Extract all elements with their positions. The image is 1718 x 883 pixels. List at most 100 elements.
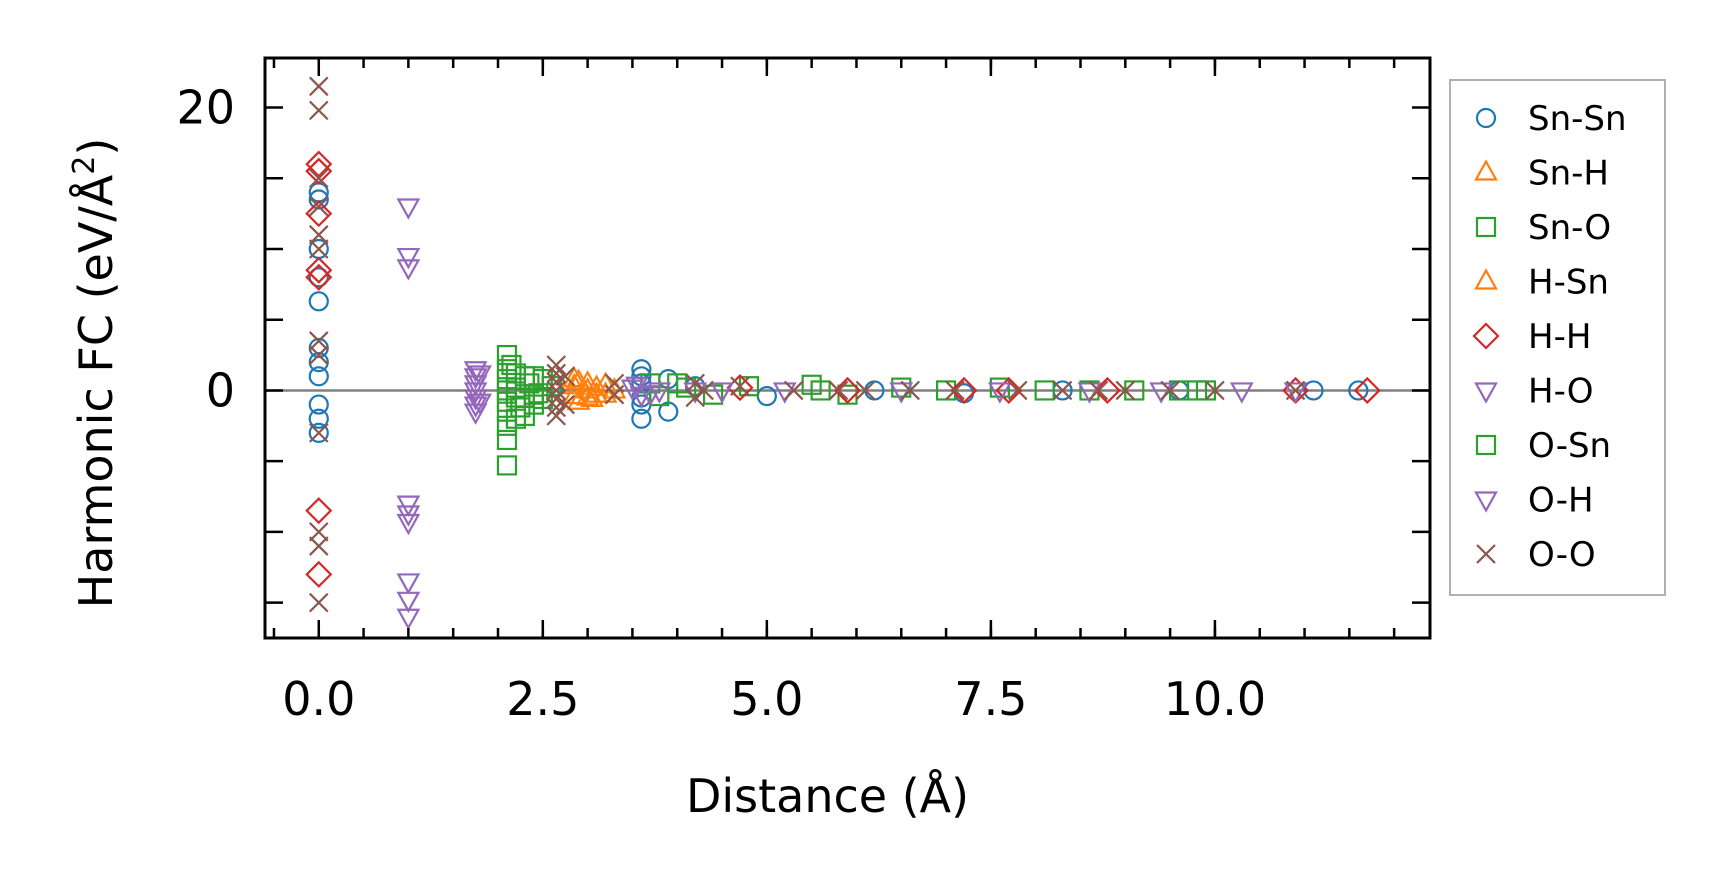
data-point — [631, 408, 652, 429]
data-point — [546, 389, 567, 409]
ticks — [265, 58, 1430, 638]
data-point — [463, 368, 488, 390]
series-o-sn — [501, 354, 831, 418]
data-point — [308, 345, 329, 365]
data-point — [995, 376, 1023, 404]
data-point — [528, 383, 549, 404]
data-point — [950, 376, 978, 404]
data-point — [510, 397, 531, 418]
data-point — [676, 377, 697, 398]
data-point — [505, 377, 527, 398]
plot-frame — [263, 56, 1432, 640]
series-sn-o — [496, 344, 1217, 476]
legend-marker — [1474, 491, 1498, 513]
data-point — [638, 385, 663, 407]
data-point — [555, 394, 575, 415]
data-point — [546, 372, 567, 392]
data-point — [468, 365, 492, 387]
data-point — [396, 247, 421, 270]
legend-marker — [1476, 544, 1496, 564]
data-point — [305, 497, 333, 525]
legend-label: Sn-O — [1528, 208, 1611, 248]
data-point — [308, 366, 329, 387]
legend-marker — [1474, 268, 1498, 290]
data-point — [305, 200, 333, 228]
data-point — [562, 372, 587, 395]
x-tick-label: 10.0 — [1164, 672, 1266, 726]
x-tick-label: 7.5 — [954, 672, 1027, 726]
data-point — [308, 592, 329, 613]
data-point — [1088, 380, 1109, 401]
data-point — [463, 382, 488, 404]
data-point — [855, 380, 876, 401]
data-point — [308, 76, 329, 97]
data-point — [828, 380, 849, 401]
data-point — [308, 291, 329, 312]
data-point — [945, 380, 965, 401]
data-point — [685, 387, 705, 408]
data-point — [1353, 376, 1381, 404]
data-point — [308, 100, 329, 121]
data-point — [833, 376, 862, 404]
data-point — [305, 150, 333, 178]
x-axis-label: Distance (Å) — [686, 769, 969, 823]
data-point — [730, 376, 750, 396]
data-point — [396, 608, 421, 631]
data-point — [308, 225, 329, 245]
legend-marker — [1475, 107, 1497, 129]
series-h-o — [396, 198, 1308, 631]
data-point — [738, 376, 760, 397]
data-point — [305, 263, 333, 291]
data-point — [463, 361, 488, 383]
data-point — [1205, 380, 1225, 401]
legend-entry: O-O — [1476, 535, 1596, 575]
x-tick-label: 2.5 — [506, 672, 579, 726]
data-point — [305, 157, 333, 185]
legend-entry: H-Sn — [1474, 263, 1609, 303]
markers — [305, 76, 1381, 631]
legend-label: O-H — [1528, 481, 1594, 521]
legend-label: O-O — [1528, 535, 1596, 575]
legend-entry: Sn-Sn — [1475, 99, 1627, 139]
data-point — [1160, 380, 1180, 401]
data-point — [308, 168, 329, 189]
data-point — [647, 382, 672, 404]
data-point — [463, 396, 488, 418]
data-point — [496, 429, 518, 451]
data-point — [308, 423, 329, 443]
data-point — [305, 560, 333, 588]
data-point — [1149, 382, 1174, 404]
data-point — [900, 380, 921, 401]
legend-entry: H-O — [1474, 372, 1594, 412]
data-point — [593, 381, 618, 403]
data-point — [810, 380, 831, 401]
data-point — [566, 368, 591, 391]
data-point — [546, 380, 567, 401]
data-point — [987, 382, 1012, 404]
data-point — [468, 393, 492, 416]
data-point — [1052, 380, 1073, 401]
legend-label: Sn-Sn — [1528, 99, 1627, 139]
data-point — [889, 382, 914, 404]
data-point — [308, 536, 329, 556]
legend-entry: Sn-O — [1475, 208, 1611, 248]
data-point — [308, 522, 329, 542]
legend-entry: O-Sn — [1475, 426, 1611, 466]
data-point — [308, 196, 329, 217]
data-point — [891, 377, 912, 398]
data-point — [308, 189, 329, 210]
data-point — [305, 256, 333, 284]
legend-label: H-O — [1528, 372, 1594, 412]
data-point — [566, 388, 591, 410]
legend-marker — [1475, 434, 1497, 456]
data-point — [308, 331, 329, 351]
data-point — [501, 354, 522, 376]
legend-label: H-Sn — [1528, 263, 1609, 303]
data-point — [546, 406, 567, 426]
legend-marker — [1472, 322, 1500, 350]
x-tick-label: 0.0 — [282, 672, 355, 726]
data-point — [1034, 380, 1055, 401]
series-o-o — [308, 76, 1306, 613]
data-point — [308, 422, 329, 443]
